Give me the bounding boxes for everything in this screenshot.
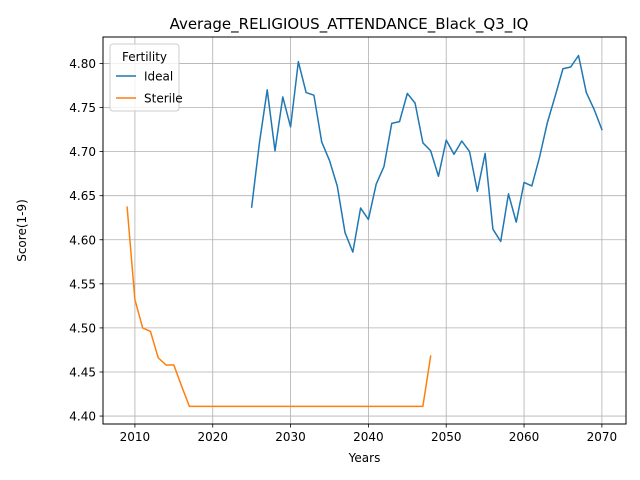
legend-label-ideal: Ideal (144, 70, 173, 84)
chart-title: Average_RELIGIOUS_ATTENDANCE_Black_Q3_IQ (170, 15, 529, 34)
legend-title: Fertility (122, 50, 167, 64)
x-tick-label: 2030 (275, 430, 306, 444)
x-tick-label: 2040 (353, 430, 384, 444)
y-tick-label: 4.55 (69, 277, 96, 291)
y-tick-label: 4.40 (69, 410, 96, 424)
y-tick-label: 4.70 (69, 145, 96, 159)
y-axis-label: Score(1-9) (15, 199, 29, 262)
y-tick-label: 4.65 (69, 189, 96, 203)
x-tick-label: 2020 (197, 430, 228, 444)
y-tick-label: 4.45 (69, 365, 96, 379)
y-tick-label: 4.50 (69, 321, 96, 335)
legend: Fertility Ideal Sterile (110, 44, 183, 111)
y-tick-label: 4.60 (69, 233, 96, 247)
y-tick-label: 4.80 (69, 57, 96, 71)
x-axis-label: Years (348, 451, 381, 465)
legend-label-sterile: Sterile (144, 92, 183, 106)
x-tick-label: 2070 (587, 430, 618, 444)
x-tick-label: 2060 (509, 430, 540, 444)
y-tick-label: 4.75 (69, 101, 96, 115)
x-tick-label: 2050 (431, 430, 462, 444)
x-tick-label: 2010 (120, 430, 151, 444)
